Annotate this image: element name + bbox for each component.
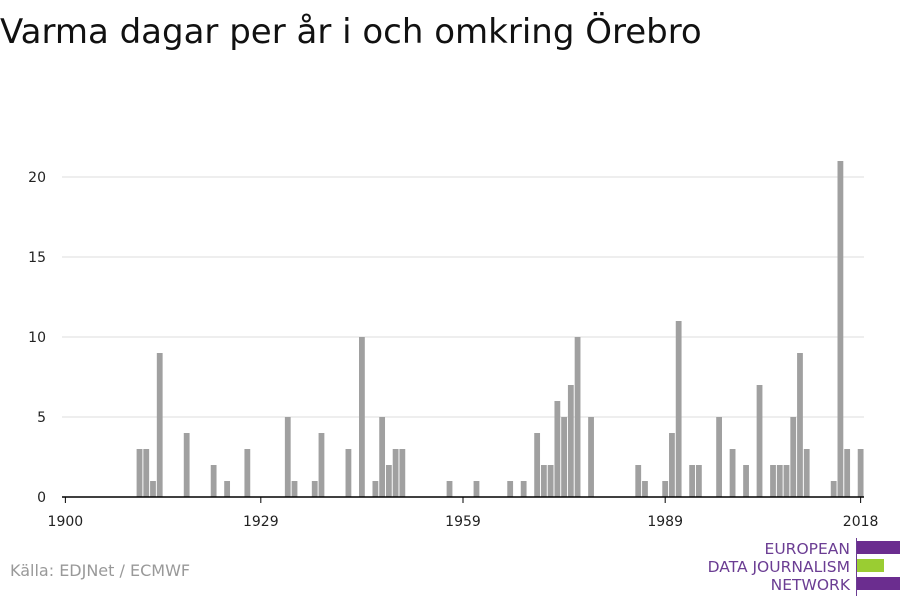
bar-1937 [311,481,318,497]
bar-2007 [783,465,790,497]
axes: 0 5 10 15 20 1900 1929 1959 1989 2018 [28,170,878,530]
bar-1989 [662,481,669,497]
bar-1976 [574,337,581,497]
bar-2009 [797,353,803,497]
bar-1978 [588,417,594,497]
logo-line-2: DATA JOURNALISM [707,558,850,576]
bar-2016 [844,449,851,497]
bar-2010 [803,449,810,497]
logo-bar-green [857,559,884,572]
bar-1972 [547,465,554,497]
bar-1912 [143,449,150,497]
bar-2003 [756,385,763,497]
bar-1970 [534,433,541,497]
bar-2006 [776,465,783,497]
x-tick-label-1959: 1959 [445,514,481,530]
bar-1934 [291,481,298,497]
bar-1947 [379,417,386,497]
logo-bar-purple-bottom [857,577,900,590]
bar-1993 [689,465,696,497]
bar-1933 [284,417,291,497]
x-tick-label-1929: 1929 [243,514,279,530]
y-tick-label-20: 20 [28,170,46,186]
bar-2005 [770,465,776,497]
logo-line-1: EUROPEAN [764,540,850,558]
bar-1911 [136,449,143,497]
y-tick-label-0: 0 [37,490,46,506]
bar-2015 [837,161,844,497]
bar-1961 [473,481,480,497]
bar-1948 [385,465,392,497]
bar-1997 [716,417,722,497]
bar-1913 [150,481,156,497]
grid-lines [62,176,864,418]
bar-1914 [156,353,163,497]
bar-2018 [857,449,864,497]
bar-2001 [743,465,749,497]
logo-divider [856,538,857,596]
bar-1924 [224,481,231,497]
x-tick-label-1900: 1900 [48,514,84,530]
bar-1946 [372,481,379,497]
y-tick-label-15: 15 [28,250,46,266]
x-tick-label-1989: 1989 [647,514,683,530]
bar-2014 [830,481,837,497]
bar-1974 [561,417,567,497]
y-tick-label-5: 5 [37,410,46,426]
bar-1975 [567,385,574,497]
chart-title: Varma dagar per år i och omkring Örebro [0,12,702,52]
x-tick-label-2018: 2018 [843,514,879,530]
bars [136,161,864,497]
bar-1949 [392,449,399,497]
bar-1994 [695,465,702,497]
y-tick-label-10: 10 [28,330,46,346]
logo-bar-purple-top [857,541,900,554]
bar-1944 [359,337,365,497]
bar-1985 [635,465,642,497]
bar-1927 [244,449,251,497]
bar-1971 [540,465,547,497]
bar-1918 [183,433,190,497]
bar-1999 [729,449,736,497]
bar-1950 [399,449,406,497]
bar-1922 [210,465,217,497]
bar-1942 [345,449,352,497]
source-credit: Källa: EDJNet / ECMWF [10,561,191,580]
bar-1991 [675,321,682,497]
bar-1986 [642,481,648,497]
edjnet-logo[interactable]: EUROPEAN DATA JOURNALISM NETWORK [700,538,900,596]
bar-2008 [790,417,797,497]
bar-1957 [446,481,453,497]
bar-1990 [669,433,675,497]
bar-1968 [520,481,527,497]
bar-1966 [507,481,514,497]
bar-1973 [554,401,561,497]
logo-line-3: NETWORK [770,576,850,594]
bar-1938 [318,433,325,497]
